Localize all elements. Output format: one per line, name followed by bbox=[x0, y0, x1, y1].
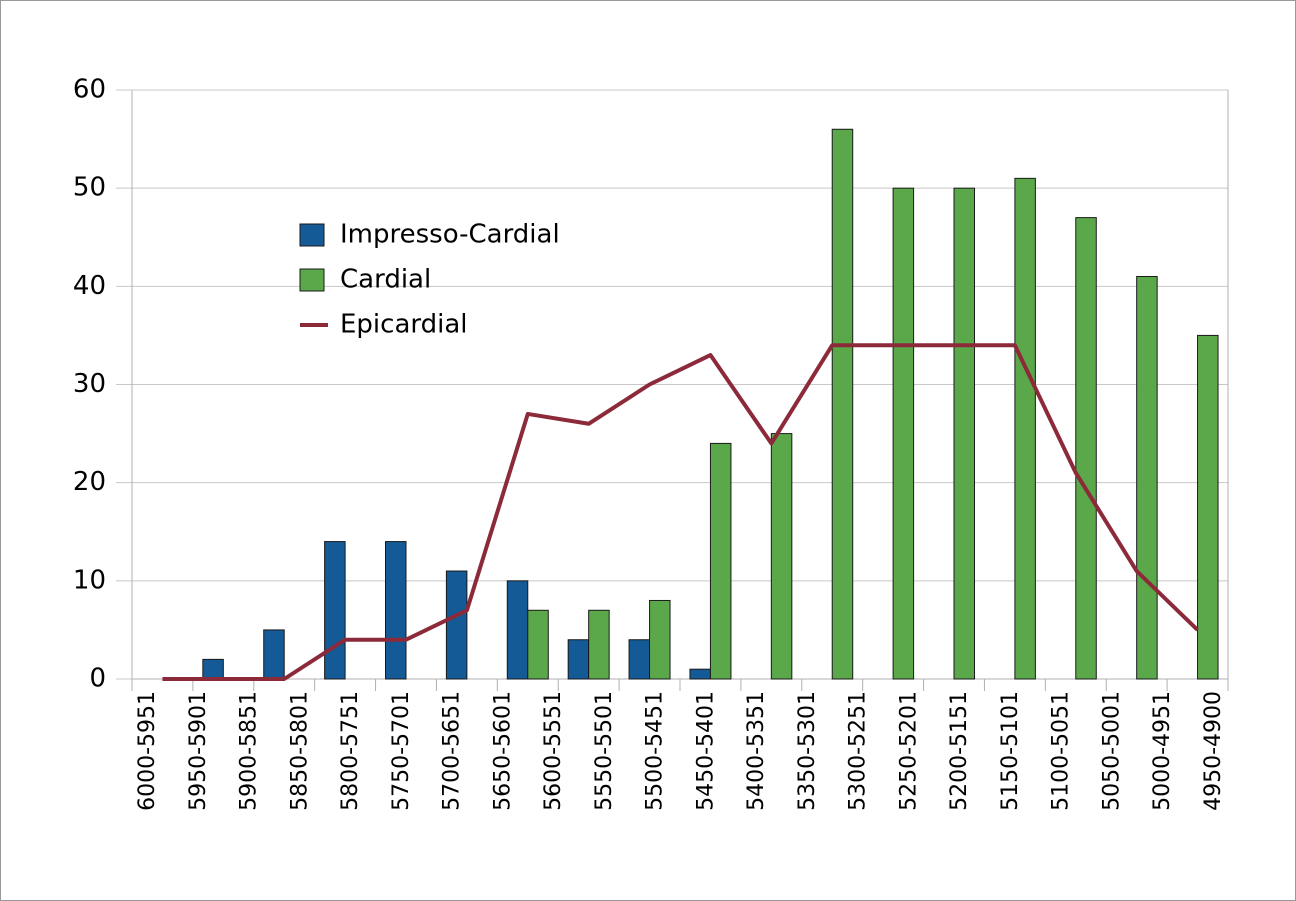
x-tick-label: 5650-5601 bbox=[490, 691, 515, 811]
x-tick-label: 5250-5201 bbox=[896, 691, 921, 811]
y-tick-label: 20 bbox=[73, 467, 106, 497]
legend-label: Cardial bbox=[340, 265, 431, 295]
x-tick-label: 5150-5101 bbox=[998, 691, 1023, 811]
bar bbox=[263, 629, 285, 680]
bar bbox=[649, 599, 671, 680]
x-tick-label: 5300-5251 bbox=[846, 691, 871, 811]
x-tick-label: 5100-5051 bbox=[1049, 691, 1074, 811]
bar bbox=[324, 541, 346, 680]
line bbox=[162, 343, 1199, 681]
bar bbox=[506, 580, 529, 680]
bar bbox=[628, 639, 651, 680]
bar bbox=[831, 128, 854, 680]
bar bbox=[202, 658, 224, 680]
bar bbox=[1197, 334, 1219, 680]
x-tick-label: 5950-5901 bbox=[186, 691, 211, 811]
bar bbox=[892, 187, 915, 680]
legend-swatch bbox=[299, 223, 325, 247]
bar bbox=[770, 433, 793, 680]
x-tick-label: 5500-5451 bbox=[643, 691, 668, 811]
x-tick-label: 5750-5701 bbox=[389, 691, 414, 811]
bar bbox=[1014, 177, 1036, 680]
y-tick-label: 50 bbox=[73, 173, 106, 203]
y-tick-label: 30 bbox=[73, 369, 106, 399]
x-tick-label: 5800-5751 bbox=[338, 691, 363, 811]
bar bbox=[689, 668, 711, 680]
x-tick-label: 6000-5951 bbox=[135, 691, 160, 811]
x-tick-label: 5900-5851 bbox=[237, 691, 262, 811]
y-tick-label: 60 bbox=[73, 75, 106, 105]
x-tick-label: 5400-5351 bbox=[744, 691, 769, 811]
x-tick-label: 5450-5401 bbox=[693, 691, 718, 811]
x-tick-label: 5350-5301 bbox=[795, 691, 820, 811]
x-tick-label: 5850-5801 bbox=[287, 691, 312, 811]
bar bbox=[588, 609, 610, 680]
x-tick-label: 4950-4900 bbox=[1201, 691, 1226, 811]
y-tick-label: 0 bbox=[89, 664, 106, 694]
legend-swatch bbox=[299, 268, 325, 292]
y-tick-label: 40 bbox=[73, 271, 106, 301]
bar bbox=[953, 187, 975, 680]
bar bbox=[527, 609, 549, 680]
bar bbox=[567, 639, 590, 680]
bar bbox=[445, 570, 468, 680]
x-tick-label: 5600-5551 bbox=[541, 691, 566, 811]
bar bbox=[709, 442, 732, 680]
x-tick-label: 5000-4951 bbox=[1150, 691, 1175, 811]
x-tick-label: 5550-5501 bbox=[592, 691, 617, 811]
bar bbox=[1075, 217, 1097, 680]
legend-label: Epicardial bbox=[340, 310, 468, 340]
x-tick-label: 5200-5151 bbox=[947, 691, 972, 811]
x-tick-label: 5700-5651 bbox=[440, 691, 465, 811]
bar bbox=[385, 541, 407, 680]
legend-label: Impresso-Cardial bbox=[340, 220, 560, 250]
y-tick-label: 10 bbox=[73, 565, 106, 595]
bar bbox=[1136, 276, 1158, 680]
x-tick-label: 5050-5001 bbox=[1099, 691, 1124, 811]
